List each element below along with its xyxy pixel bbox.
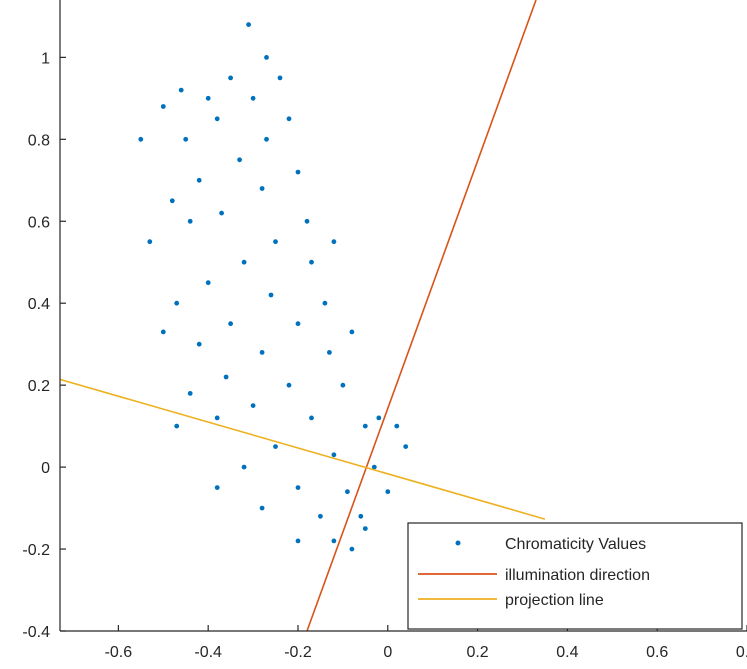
chromaticity-point — [241, 464, 247, 470]
chromaticity-point — [174, 300, 180, 306]
legend-label-illumination: illumination direction — [505, 567, 650, 584]
y-tick-label: -0.2 — [22, 542, 50, 559]
line-layer — [59, 0, 546, 632]
chromaticity-point — [259, 350, 265, 355]
x-tick-label: 0.8 — [736, 644, 747, 661]
chromaticity-point — [362, 526, 368, 531]
x-tick-label: -0.6 — [105, 644, 133, 661]
chromaticity-point — [295, 169, 301, 175]
chromaticity-point — [358, 513, 364, 519]
plot-area — [59, 0, 546, 632]
chromaticity-point — [264, 136, 269, 142]
chromaticity-point — [259, 505, 265, 511]
chromaticity-point — [376, 415, 382, 421]
chromaticity-point — [205, 95, 211, 101]
chromaticity-point — [196, 341, 202, 347]
chromaticity-point — [385, 489, 391, 495]
chromaticity-point — [183, 136, 189, 142]
chromaticity-point — [250, 95, 256, 101]
legend-item-illumination: illumination direction — [418, 567, 650, 584]
legend: Chromaticity Values illumination directi… — [407, 522, 743, 630]
chromaticity-point — [273, 239, 278, 245]
chromaticity-point — [349, 329, 355, 335]
chromaticity-point — [214, 116, 220, 122]
x-tick-label: -0.4 — [194, 644, 222, 661]
y-tick-label: 0.4 — [28, 296, 50, 313]
illumination-direction-line — [306, 0, 537, 632]
x-tick-label: 0.6 — [646, 644, 668, 661]
legend-label-chromaticity: Chromaticity Values — [505, 536, 646, 553]
chromaticity-point — [228, 321, 234, 327]
chromaticity-point — [331, 538, 337, 544]
chromaticity-point — [219, 210, 225, 216]
chromaticity-point — [187, 391, 193, 396]
chromaticity-point — [246, 22, 252, 27]
chromaticity-point — [309, 259, 314, 265]
chromaticity-point — [340, 382, 346, 388]
chromaticity-point — [196, 177, 202, 183]
chromaticity-point — [322, 300, 328, 306]
chromaticity-point — [394, 423, 400, 429]
chromaticity-point — [169, 198, 175, 204]
scatter-layer — [138, 22, 409, 552]
y-tick-label: 0.2 — [28, 378, 50, 395]
legend-item-chromaticity: Chromaticity Values — [455, 536, 646, 553]
chromaticity-point — [228, 75, 234, 81]
chromaticity-point — [138, 136, 144, 142]
chromaticity-point — [241, 259, 247, 265]
y-tick-label: 0.8 — [28, 132, 50, 149]
chromaticity-point — [268, 292, 274, 298]
x-tick-label: 0.2 — [466, 644, 488, 661]
x-tick-label: -0.2 — [284, 644, 312, 661]
x-tick-label: 0 — [383, 644, 392, 661]
y-tick-label: -0.4 — [22, 624, 50, 641]
chromaticity-point — [295, 538, 301, 544]
chromaticity-point — [331, 239, 337, 245]
chromaticity-point — [160, 329, 166, 335]
legend-label-projection: projection line — [505, 592, 604, 609]
chromaticity-point — [309, 415, 314, 421]
chromaticity-point — [331, 452, 337, 458]
chromaticity-point — [304, 218, 310, 224]
chromaticity-point — [327, 350, 332, 355]
legend-item-projection: projection line — [418, 592, 604, 609]
y-ticks: -0.4 -0.2 0 0.2 0.4 0.6 0.8 1 — [22, 50, 66, 641]
chromaticity-point — [277, 75, 283, 81]
chromaticity-point — [237, 157, 243, 163]
y-tick-label: 1 — [41, 50, 50, 67]
chromaticity-point — [214, 485, 220, 490]
legend-box — [407, 522, 743, 630]
chromaticity-point — [286, 116, 292, 122]
chromaticity-point — [160, 104, 166, 109]
y-tick-label: 0.6 — [28, 214, 50, 231]
chromaticity-point — [250, 403, 256, 408]
chromaticity-point — [295, 321, 301, 327]
chromaticity-point — [295, 485, 301, 490]
chromaticity-point — [223, 374, 229, 380]
projection-line — [59, 378, 546, 520]
legend-marker-scatter — [455, 540, 461, 546]
chromaticity-point — [318, 513, 323, 519]
chromaticity-point — [349, 546, 355, 552]
chromaticity-point — [147, 239, 153, 245]
chromaticity-point — [345, 489, 350, 495]
chromaticity-point — [403, 444, 409, 449]
chromaticity-point — [174, 423, 180, 429]
chromaticity-point — [178, 87, 184, 93]
chromaticity-point — [286, 382, 292, 388]
chromaticity-point — [214, 415, 220, 421]
chromaticity-point — [187, 218, 193, 224]
chromaticity-point — [259, 186, 265, 191]
y-tick-label: 0 — [41, 460, 50, 477]
chromaticity-point — [362, 423, 368, 429]
chromaticity-point — [264, 55, 269, 60]
chromaticity-point — [371, 464, 377, 470]
chromaticity-point — [205, 280, 211, 286]
x-tick-label: 0.4 — [556, 644, 578, 661]
chromaticity-point — [273, 444, 278, 449]
